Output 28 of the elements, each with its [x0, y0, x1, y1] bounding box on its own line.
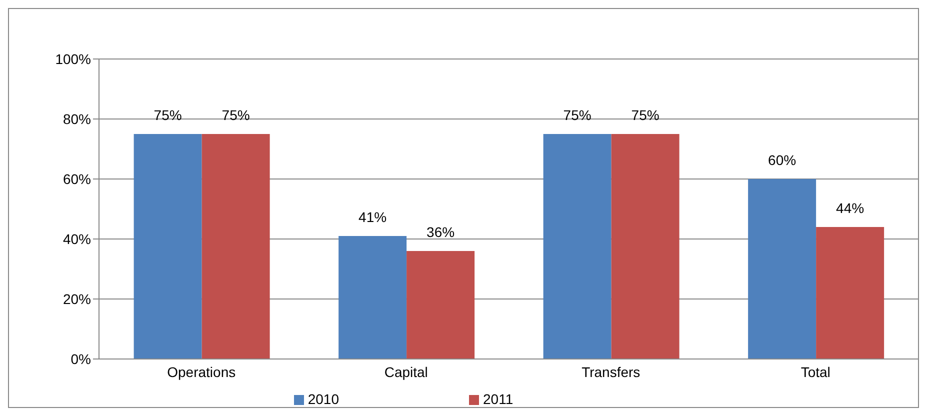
- text: 75%: [154, 107, 182, 123]
- bar: [543, 134, 612, 359]
- bar: [338, 236, 407, 359]
- bar: [816, 227, 884, 359]
- y-tick-label: 100%: [55, 50, 91, 67]
- y-tick-label: 40%: [62, 230, 91, 247]
- legend-label: 2010: [308, 391, 340, 407]
- bar: [748, 179, 816, 359]
- bar: [202, 134, 270, 359]
- text: 75%: [631, 107, 660, 123]
- text: 75%: [222, 107, 250, 123]
- text: 36%: [426, 224, 455, 240]
- y-tick-label: 0%: [70, 350, 91, 367]
- x-tick-label: Total: [800, 364, 830, 380]
- bar: [406, 251, 475, 359]
- x-tick-label: Transfers: [582, 364, 640, 380]
- legend-label: 2011: [483, 391, 514, 407]
- x-tick-label: Capital: [384, 364, 428, 380]
- x-tick-label: Operations: [167, 364, 236, 380]
- bar: [134, 134, 202, 359]
- y-tick-label: 60%: [62, 170, 91, 187]
- y-tick-label: 80%: [62, 110, 91, 127]
- text: 75%: [563, 107, 592, 123]
- text: 44%: [836, 200, 864, 216]
- bar: [611, 134, 680, 359]
- text: 60%: [768, 152, 796, 168]
- y-tick-label: 20%: [62, 290, 91, 307]
- text: 41%: [358, 209, 387, 225]
